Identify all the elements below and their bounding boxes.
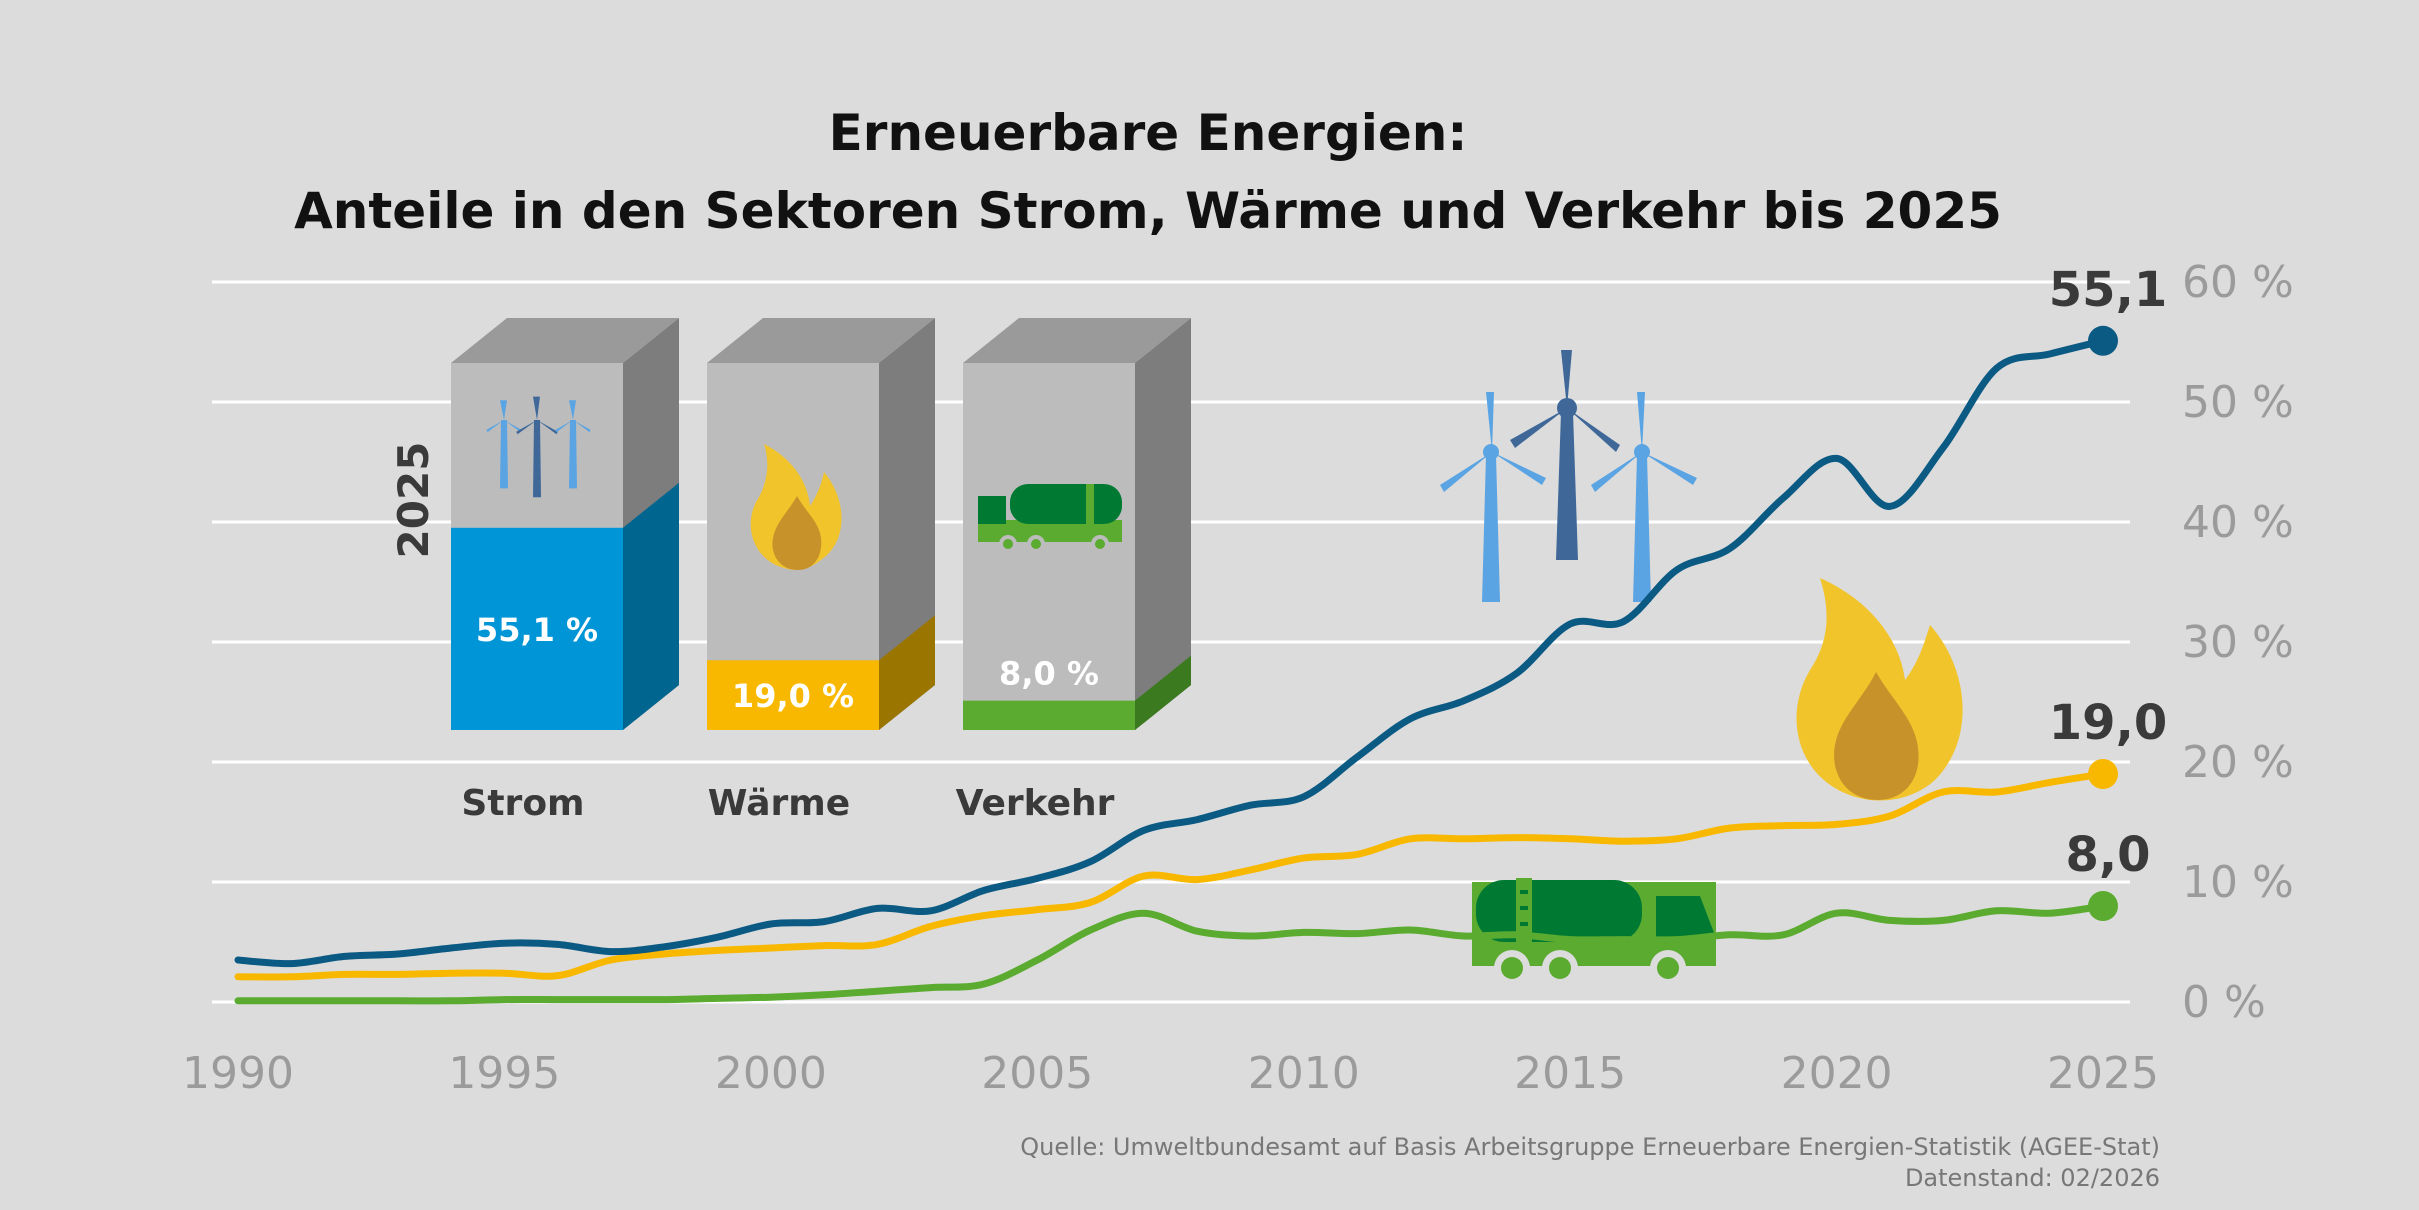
flame-icon	[750, 444, 842, 570]
x-tick-label: 2010	[1248, 1048, 1360, 1099]
series-line-waerme	[234, 770, 2107, 981]
tanker-truck-icon	[978, 484, 1122, 553]
y-tick-label: 30 %	[2182, 617, 2294, 668]
source-note: Quelle: Umweltbundesamt auf Basis Arbeit…	[1020, 1133, 2160, 1161]
series-end-label-verkehr: 8,0	[2065, 827, 2150, 883]
inset-bar-waerme: 19,0 % Wärme	[707, 318, 935, 824]
series-line-verkehr	[234, 902, 2107, 1005]
x-tick-label: 2005	[981, 1048, 1093, 1099]
inset-bar-fill	[451, 527, 623, 730]
inset-bar-verkehr: 8,0 % Verkehr	[956, 318, 1191, 824]
inset-year-label: 2025	[389, 442, 438, 559]
flame-icon	[1796, 578, 1963, 801]
x-tick-label: 2000	[715, 1048, 827, 1099]
inset-bar-fill	[963, 700, 1135, 730]
series-end-point-waerme	[2088, 759, 2118, 789]
x-tick-label: 1990	[182, 1048, 294, 1099]
series-end-label-waerme: 19,0	[2049, 695, 2167, 751]
x-tick-label: 2020	[1781, 1048, 1893, 1099]
inset-bar-value: 19,0 %	[732, 677, 854, 715]
tanker-truck-icon	[1472, 878, 1716, 986]
series-end-point-strom	[2088, 325, 2118, 356]
x-tick-label: 2015	[1514, 1048, 1626, 1099]
inset-bar-fill	[707, 660, 879, 730]
inset-bar-value: 8,0 %	[999, 655, 1099, 693]
y-tick-label: 60 %	[2182, 257, 2294, 308]
x-tick-label: 1995	[448, 1048, 560, 1099]
x-axis-ticks: 1990 1995 2000 2005 2010 2015 2020 2025	[182, 1048, 2159, 1099]
y-tick-label: 20 %	[2182, 737, 2294, 788]
inset-bar-name: Verkehr	[956, 783, 1115, 824]
inset-bar-name: Wärme	[708, 783, 850, 824]
y-axis-ticks: 0 % 10 % 20 % 30 % 40 % 50 % 60 %	[2182, 257, 2294, 1028]
y-tick-label: 0 %	[2182, 977, 2266, 1028]
inset-bars-2025: 2025 55,1 % Strom 19,0 % Wärme 8,0 % Verkehr	[389, 318, 1191, 824]
series-lines	[234, 337, 2107, 1005]
series-end-points: 55,1 19,0 8,0	[2049, 262, 2167, 921]
chart-title-line1: Erneuerbare Energien:	[829, 104, 1468, 162]
x-tick-label: 2025	[2047, 1048, 2159, 1099]
inset-bar-strom: 55,1 % Strom	[451, 318, 679, 824]
data-status-note: Datenstand: 02/2026	[1905, 1164, 2160, 1192]
series-end-point-verkehr	[2088, 891, 2118, 921]
chart-title-line2: Anteile in den Sektoren Strom, Wärme und…	[294, 182, 2002, 240]
series-line-strom	[234, 337, 2107, 968]
y-tick-label: 40 %	[2182, 497, 2294, 548]
y-tick-label: 10 %	[2182, 857, 2294, 908]
series-end-label-strom: 55,1	[2049, 262, 2167, 318]
wind-turbine-icon	[486, 396, 591, 498]
inset-bar-value: 55,1 %	[476, 611, 598, 649]
wind-turbine-icon	[1440, 350, 1697, 602]
inset-bar-name: Strom	[461, 783, 584, 824]
y-tick-label: 50 %	[2182, 377, 2294, 428]
